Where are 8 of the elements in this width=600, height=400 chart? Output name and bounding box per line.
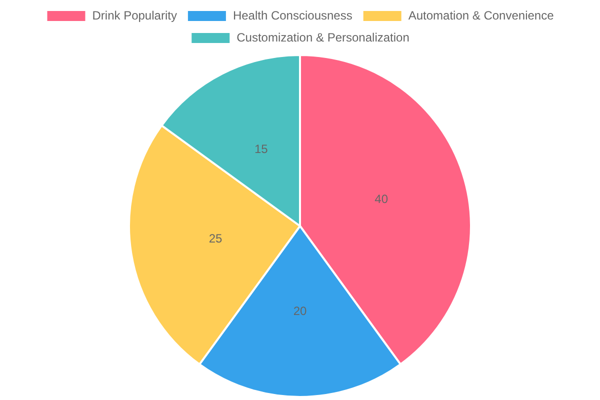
- data-label: 25: [208, 232, 223, 246]
- data-label: 40: [374, 192, 388, 206]
- legend-label: Drink Popularity: [92, 8, 177, 22]
- data-label: 20: [293, 304, 307, 318]
- legend-label: Health Consciousness: [232, 8, 352, 22]
- legend-label: Customization & Personalization: [236, 30, 410, 44]
- legend-label: Automation & Convenience: [408, 8, 554, 22]
- data-label: 15: [254, 142, 268, 156]
